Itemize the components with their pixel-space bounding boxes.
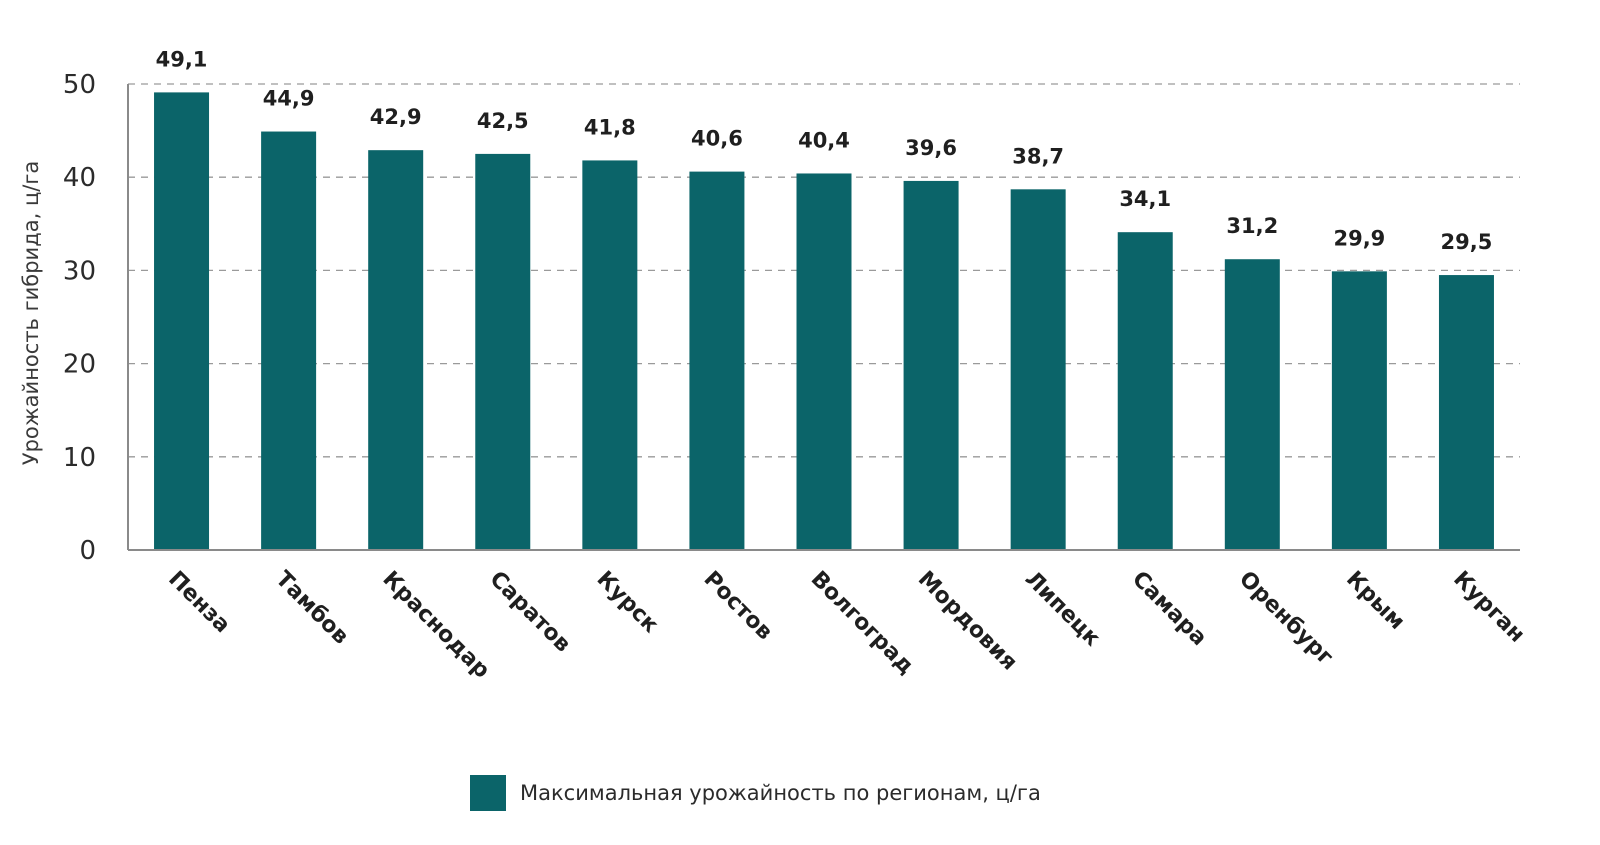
bar: [475, 153, 531, 550]
bar: [1331, 271, 1387, 550]
value-label: 29,9: [1333, 226, 1385, 250]
y-tick-label: 10: [63, 443, 96, 473]
x-tick-label: Курск: [592, 567, 663, 638]
bar: [1224, 259, 1280, 550]
y-tick-label: 40: [63, 163, 96, 193]
value-label: 31,2: [1226, 214, 1278, 238]
x-tick-label: Липецк: [1020, 567, 1105, 652]
x-tick-label: Мордовия: [913, 567, 1022, 676]
value-label: 41,8: [584, 115, 636, 139]
bar: [1010, 189, 1066, 551]
value-label: 39,6: [905, 136, 957, 160]
x-tick-label: Самара: [1127, 567, 1211, 651]
y-tick-label: 30: [63, 256, 96, 286]
x-tick-label: Курган: [1448, 567, 1529, 648]
x-tick-label: Оренбург: [1234, 567, 1338, 671]
x-tick-label: Тамбов: [270, 567, 353, 650]
y-tick-label: 20: [63, 350, 96, 380]
bar: [1438, 275, 1494, 550]
bars: [154, 92, 1494, 551]
y-tick-label: 50: [63, 70, 96, 100]
value-label: 40,6: [691, 127, 743, 151]
axes: 0 10 20 30 40 50: [63, 70, 1520, 566]
value-label: 44,9: [263, 87, 315, 111]
x-tick-label: Краснодар: [377, 567, 494, 684]
bar: [582, 160, 638, 550]
bar: [154, 92, 210, 550]
value-label: 49,1: [156, 47, 208, 71]
bar: [261, 131, 317, 551]
legend-swatch: [470, 775, 506, 811]
x-tick-label: Волгоград: [806, 567, 919, 680]
bar: [689, 171, 745, 550]
bar: [903, 180, 959, 551]
value-label: 29,5: [1441, 230, 1493, 254]
bar: [1117, 232, 1173, 551]
x-tick-label: Пенза: [163, 567, 235, 639]
value-label: 42,5: [477, 109, 529, 133]
value-label: 42,9: [370, 105, 422, 129]
y-axis-title: Урожайность гибрида, ц/га: [19, 161, 43, 465]
bar: [368, 150, 424, 550]
y-tick-label: 0: [79, 536, 96, 566]
value-label: 40,4: [798, 128, 850, 152]
value-label: 38,7: [1012, 144, 1064, 168]
x-tick-label: Саратов: [485, 567, 576, 658]
value-label: 34,1: [1119, 187, 1171, 211]
legend-label: Максимальная урожайность по регионам, ц/…: [520, 781, 1041, 805]
x-tick-label: Крым: [1341, 567, 1409, 635]
legend: Максимальная урожайность по регионам, ц/…: [470, 775, 1041, 811]
bar: [796, 173, 852, 551]
x-tick-label: Ростов: [699, 567, 778, 646]
